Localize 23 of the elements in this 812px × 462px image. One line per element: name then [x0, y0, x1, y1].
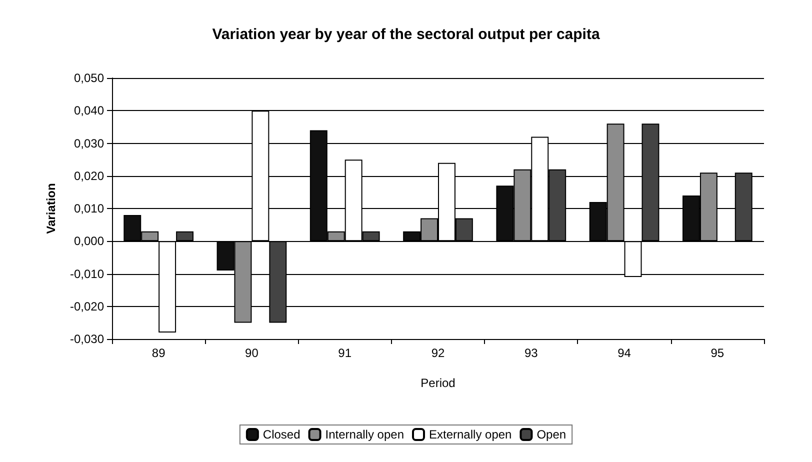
y-tick-label: 0,040: [74, 104, 104, 118]
y-tick-label: -0,020: [70, 299, 104, 314]
y-tick-label: 0,010: [74, 202, 104, 216]
legend-label: Closed: [262, 428, 300, 442]
y-tick-label: 0,050: [74, 71, 104, 85]
x-tick-label: 94: [618, 346, 632, 360]
x-tick-label: 93: [524, 346, 538, 360]
legend-label: Internally open: [325, 428, 404, 442]
y-tick-label: -0,030: [70, 332, 104, 346]
legend-label: Open: [536, 428, 566, 442]
chart-title: Variation year by year of the sectoral output per capita: [212, 26, 600, 43]
x-tick-label: 92: [431, 346, 445, 360]
legend-label: Externally open: [429, 428, 512, 442]
x-tick-label: 91: [338, 346, 352, 360]
y-tick-label: -0,010: [70, 266, 104, 281]
x-axis-title: Period: [420, 376, 456, 390]
x-tick-label: 89: [152, 346, 166, 360]
x-tick-label: 95: [710, 346, 724, 360]
y-tick-label: 0,000: [74, 234, 104, 248]
y-tick-label: 0,020: [74, 168, 104, 183]
y-axis-title: Variation: [44, 183, 58, 234]
x-tick-label: 90: [245, 346, 259, 360]
y-tick-label: 0,030: [74, 136, 104, 150]
